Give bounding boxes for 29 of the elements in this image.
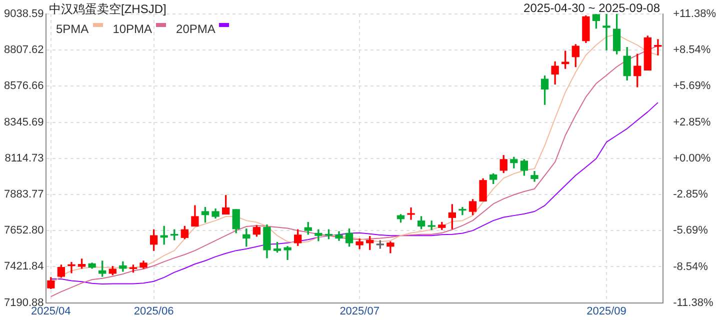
chart-title: 中汉鸡蛋卖空[ZHSJD] (49, 1, 166, 18)
y-tick-label: 9038.59 (4, 8, 44, 20)
x-tick-label: 2025/09 (586, 305, 626, 318)
y2-tick-label: -2.85% (673, 188, 708, 201)
y2-tick-label: +5.69% (673, 80, 711, 92)
candlestick (407, 207, 415, 220)
legend-label: 5PMA (56, 22, 89, 36)
y-tick-label: 8807.62 (4, 44, 44, 56)
y2-tick-label: -8.54% (673, 260, 708, 273)
y-tick-label: 7883.77 (4, 188, 44, 201)
x-tick-label: 2025/07 (340, 305, 380, 318)
candlestick (428, 220, 436, 230)
y-tick-label: 7421.84 (4, 260, 44, 273)
y-tick-label: 8114.73 (4, 152, 44, 164)
y2-tick-label: +2.85% (673, 116, 711, 128)
legend-label: 20PMA (176, 22, 216, 36)
y2-tick-label: +0.00% (673, 152, 711, 164)
candlestick (376, 240, 384, 249)
y-tick-label: 8576.66 (4, 80, 44, 92)
y-tick-label: 7652.80 (4, 224, 44, 237)
y2-tick-label: +11.38% (673, 8, 716, 20)
y2-tick-label: -11.38% (673, 296, 714, 309)
x-tick-label: 2025/04 (31, 305, 71, 318)
chart-subtitle: 2025-04-30 ~ 2025-09-08 (524, 1, 660, 15)
y-tick-label: 8345.69 (4, 116, 44, 128)
x-tick-label: 2025/06 (134, 305, 174, 318)
y2-tick-label: +8.54% (673, 44, 711, 56)
y2-tick-label: -5.69% (673, 224, 708, 237)
legend-label: 10PMA (112, 22, 152, 36)
